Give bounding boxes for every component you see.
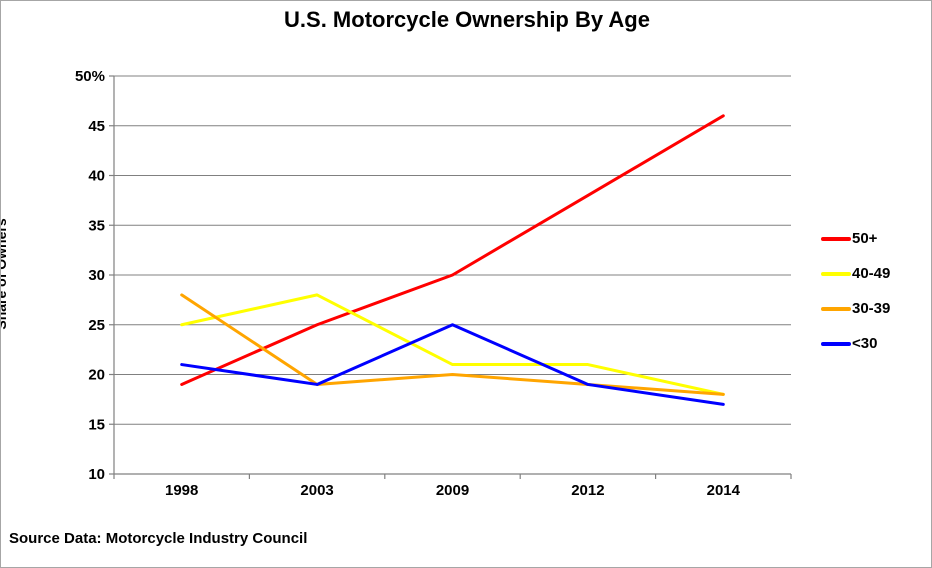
legend-item: 50+ <box>821 229 890 248</box>
legend-item: 40-49 <box>821 264 890 283</box>
source-note: Source Data: Motorcycle Industry Council <box>9 530 308 547</box>
y-tick-label: 20 <box>88 367 105 384</box>
series-line-40-49 <box>180 293 725 396</box>
legend: 50+ 40-49 30-39 <30 <box>821 229 890 353</box>
legend-label: 30-39 <box>852 300 891 317</box>
x-tick-label: 1998 <box>165 482 198 499</box>
legend-line-swatch <box>821 271 851 276</box>
legend-item: 30-39 <box>821 299 890 318</box>
x-tick-label: 2014 <box>707 482 741 499</box>
series-line-30-39 <box>180 293 725 396</box>
legend-line-swatch <box>821 236 851 241</box>
legend-label: 50+ <box>852 230 878 247</box>
y-tick-label: 15 <box>88 416 105 433</box>
y-tick-label: 30 <box>88 267 105 284</box>
legend-line-swatch <box>821 306 851 311</box>
y-tick-label: 25 <box>88 317 105 334</box>
x-tick-label: 2003 <box>300 482 333 499</box>
chart-title: U.S. Motorcycle Ownership By Age <box>284 7 650 32</box>
series-line-50+ <box>180 114 725 386</box>
legend-label: <30 <box>852 335 878 352</box>
x-tick-label: 2012 <box>571 482 604 499</box>
y-tick-label: 40 <box>88 168 105 185</box>
y-tick-label: 35 <box>88 217 105 234</box>
y-tick-label: 50% <box>75 68 105 85</box>
legend-item: <30 <box>821 334 890 353</box>
x-tick-label: 2009 <box>436 482 469 499</box>
y-tick-label: 10 <box>88 466 105 483</box>
series-line-<30 <box>180 323 725 406</box>
legend-line-swatch <box>821 341 851 346</box>
y-tick-label: 45 <box>88 118 105 135</box>
legend-label: 40-49 <box>852 265 891 282</box>
